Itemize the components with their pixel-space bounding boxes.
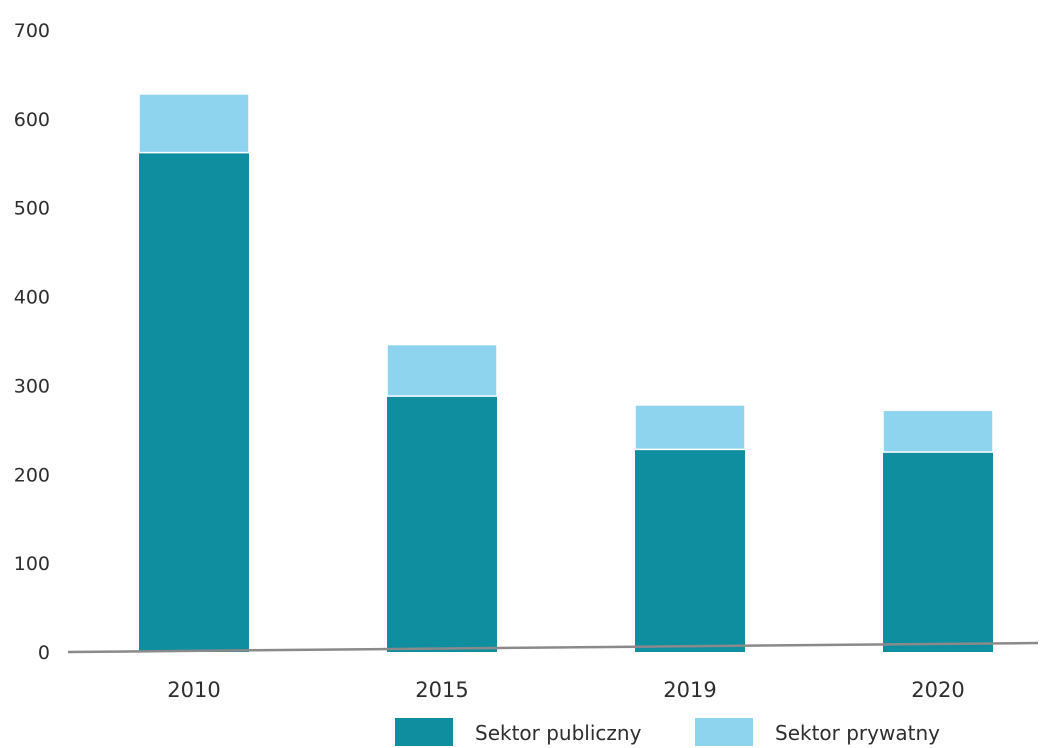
bar-segment-private: [634, 404, 746, 451]
bars: [138, 93, 994, 652]
legend-label: Sektor prywatny: [775, 721, 940, 745]
y-tick-label: 500: [14, 198, 50, 220]
y-axis: 0 100 200 300 400 500 600 700: [14, 20, 50, 664]
y-tick-label: 600: [14, 109, 50, 131]
legend-label: Sektor publiczny: [475, 721, 642, 745]
x-tick-label: 2019: [663, 678, 716, 702]
legend-swatch: [695, 718, 753, 746]
bar-segment-public: [635, 449, 745, 652]
bar-segment-private: [882, 409, 994, 453]
x-axis-line: [67, 641, 1039, 654]
y-tick-label: 100: [14, 553, 50, 575]
bar-segment-private: [138, 93, 250, 154]
y-tick-label: 300: [14, 375, 50, 397]
x-tick-label: 2015: [415, 678, 468, 702]
bar-segment-public: [387, 396, 497, 652]
x-tick-label: 2010: [167, 678, 220, 702]
y-tick-label: 200: [14, 464, 50, 486]
legend-swatch: [395, 718, 453, 746]
bar-segment-public: [139, 152, 249, 652]
x-axis: 2010 2015 2019 2020: [167, 678, 964, 702]
y-tick-label: 0: [38, 642, 50, 664]
y-tick-label: 400: [14, 287, 50, 309]
bar-segment-public: [883, 452, 993, 652]
legend: Sektor publiczny Sektor prywatny: [395, 718, 940, 746]
y-tick-label: 700: [14, 20, 50, 42]
bar-segment-private: [386, 343, 498, 397]
x-tick-label: 2020: [911, 678, 964, 702]
